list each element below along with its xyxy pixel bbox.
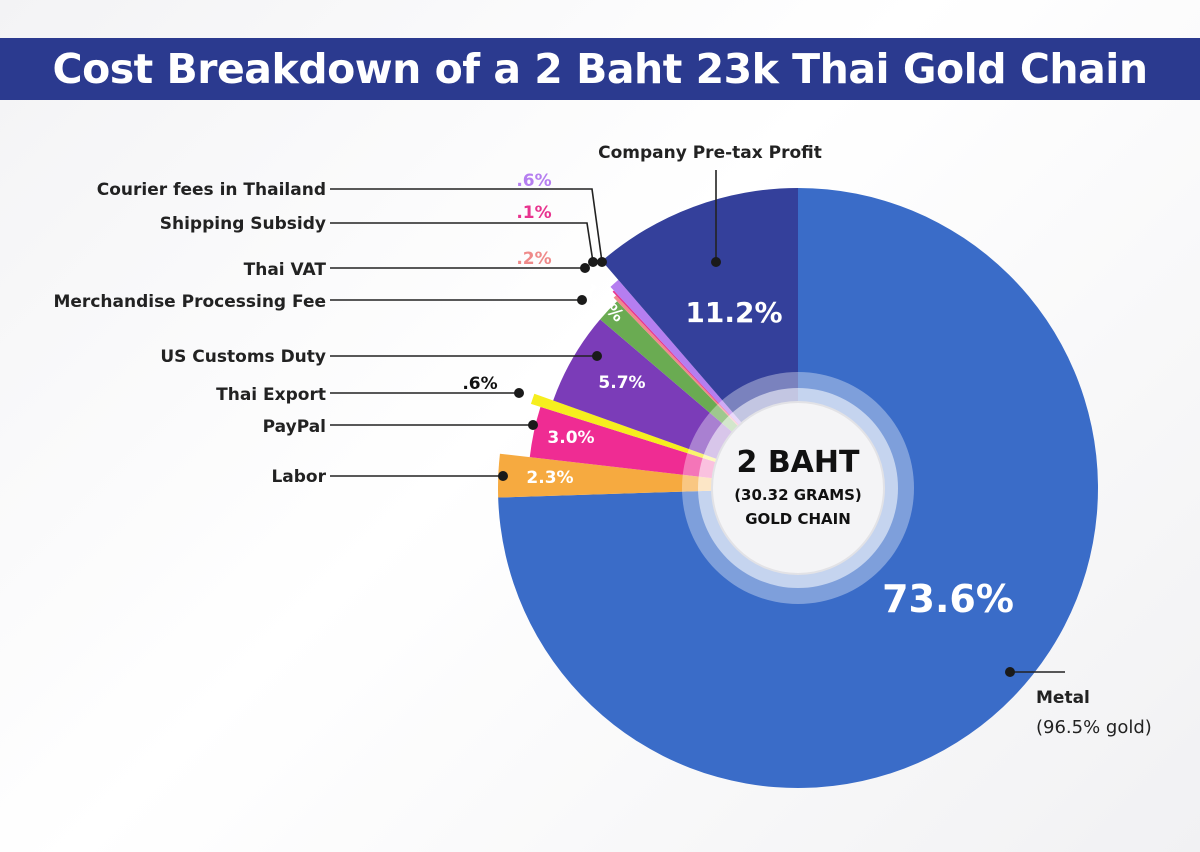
percent-us-customs-duty: 5.7%	[598, 373, 645, 393]
leader-dot-shipping-subsidy	[588, 257, 598, 267]
leader-dot-metal	[1005, 667, 1015, 677]
leader-dot-company-pre-tax-profit	[711, 257, 721, 267]
slice-labels: Metal Labor PayPal Thai Export US Customs Du…	[53, 143, 1089, 708]
label-company-pre-tax-profit: Company Pre-tax Profit	[598, 143, 822, 163]
percent-paypal: 3.0%	[547, 428, 594, 448]
percent-metal: 73.6%	[882, 577, 1014, 621]
percent-courier-fees-in-thailand: .6%	[516, 171, 551, 191]
leader-lines	[330, 170, 1065, 677]
percent-thai-export: .6%	[462, 374, 497, 394]
label-us-customs-duty: US Customs Duty	[160, 347, 326, 367]
label-thai-vat: Thai VAT	[244, 260, 327, 280]
leader-dot-thai-vat	[580, 263, 590, 273]
leader-dot-merchandise-processing-fee	[577, 295, 587, 305]
center-badge: 2 BAHT (30.32 GRAMS) GOLD CHAIN	[682, 372, 914, 604]
label-metal: Metal	[1036, 688, 1090, 708]
label-courier-fees-in-thailand: Courier fees in Thailand	[97, 180, 326, 200]
label-labor: Labor	[271, 467, 326, 487]
percent-company-pre-tax-profit: 11.2%	[685, 296, 782, 329]
leader-dot-us-customs-duty	[592, 351, 602, 361]
label-merchandise-processing-fee: Merchandise Processing Fee	[53, 292, 326, 312]
chart-title: Cost Breakdown of a 2 Baht 23k Thai Gold…	[52, 45, 1148, 93]
label-paypal: PayPal	[263, 417, 326, 437]
leader-courier-fees-in-thailand	[330, 188, 603, 263]
center-title: 2 BAHT	[737, 445, 861, 480]
center-item: GOLD CHAIN	[745, 510, 851, 528]
leader-dot-courier-fees-in-thailand	[597, 257, 607, 267]
label-shipping-subsidy: Shipping Subsidy	[160, 214, 326, 234]
center-weight: (30.32 GRAMS)	[734, 486, 862, 504]
title-bar: Cost Breakdown of a 2 Baht 23k Thai Gold…	[0, 38, 1200, 100]
percent-shipping-subsidy: .1%	[516, 203, 551, 223]
percent-labor: 2.3%	[526, 468, 573, 488]
leader-dot-paypal	[528, 420, 538, 430]
leader-dot-thai-export	[514, 388, 524, 398]
metal-note: (96.5% gold)	[1036, 717, 1152, 738]
leader-shipping-subsidy	[330, 222, 594, 263]
label-thai-export: Thai Export	[216, 385, 326, 405]
leader-dot-labor	[498, 471, 508, 481]
percent-thai-vat: .2%	[516, 249, 551, 269]
percent-labels: 73.6%2.3%3.0%.6% 5.7%1.5%.2%.1%.6%11.2%	[462, 171, 1014, 621]
